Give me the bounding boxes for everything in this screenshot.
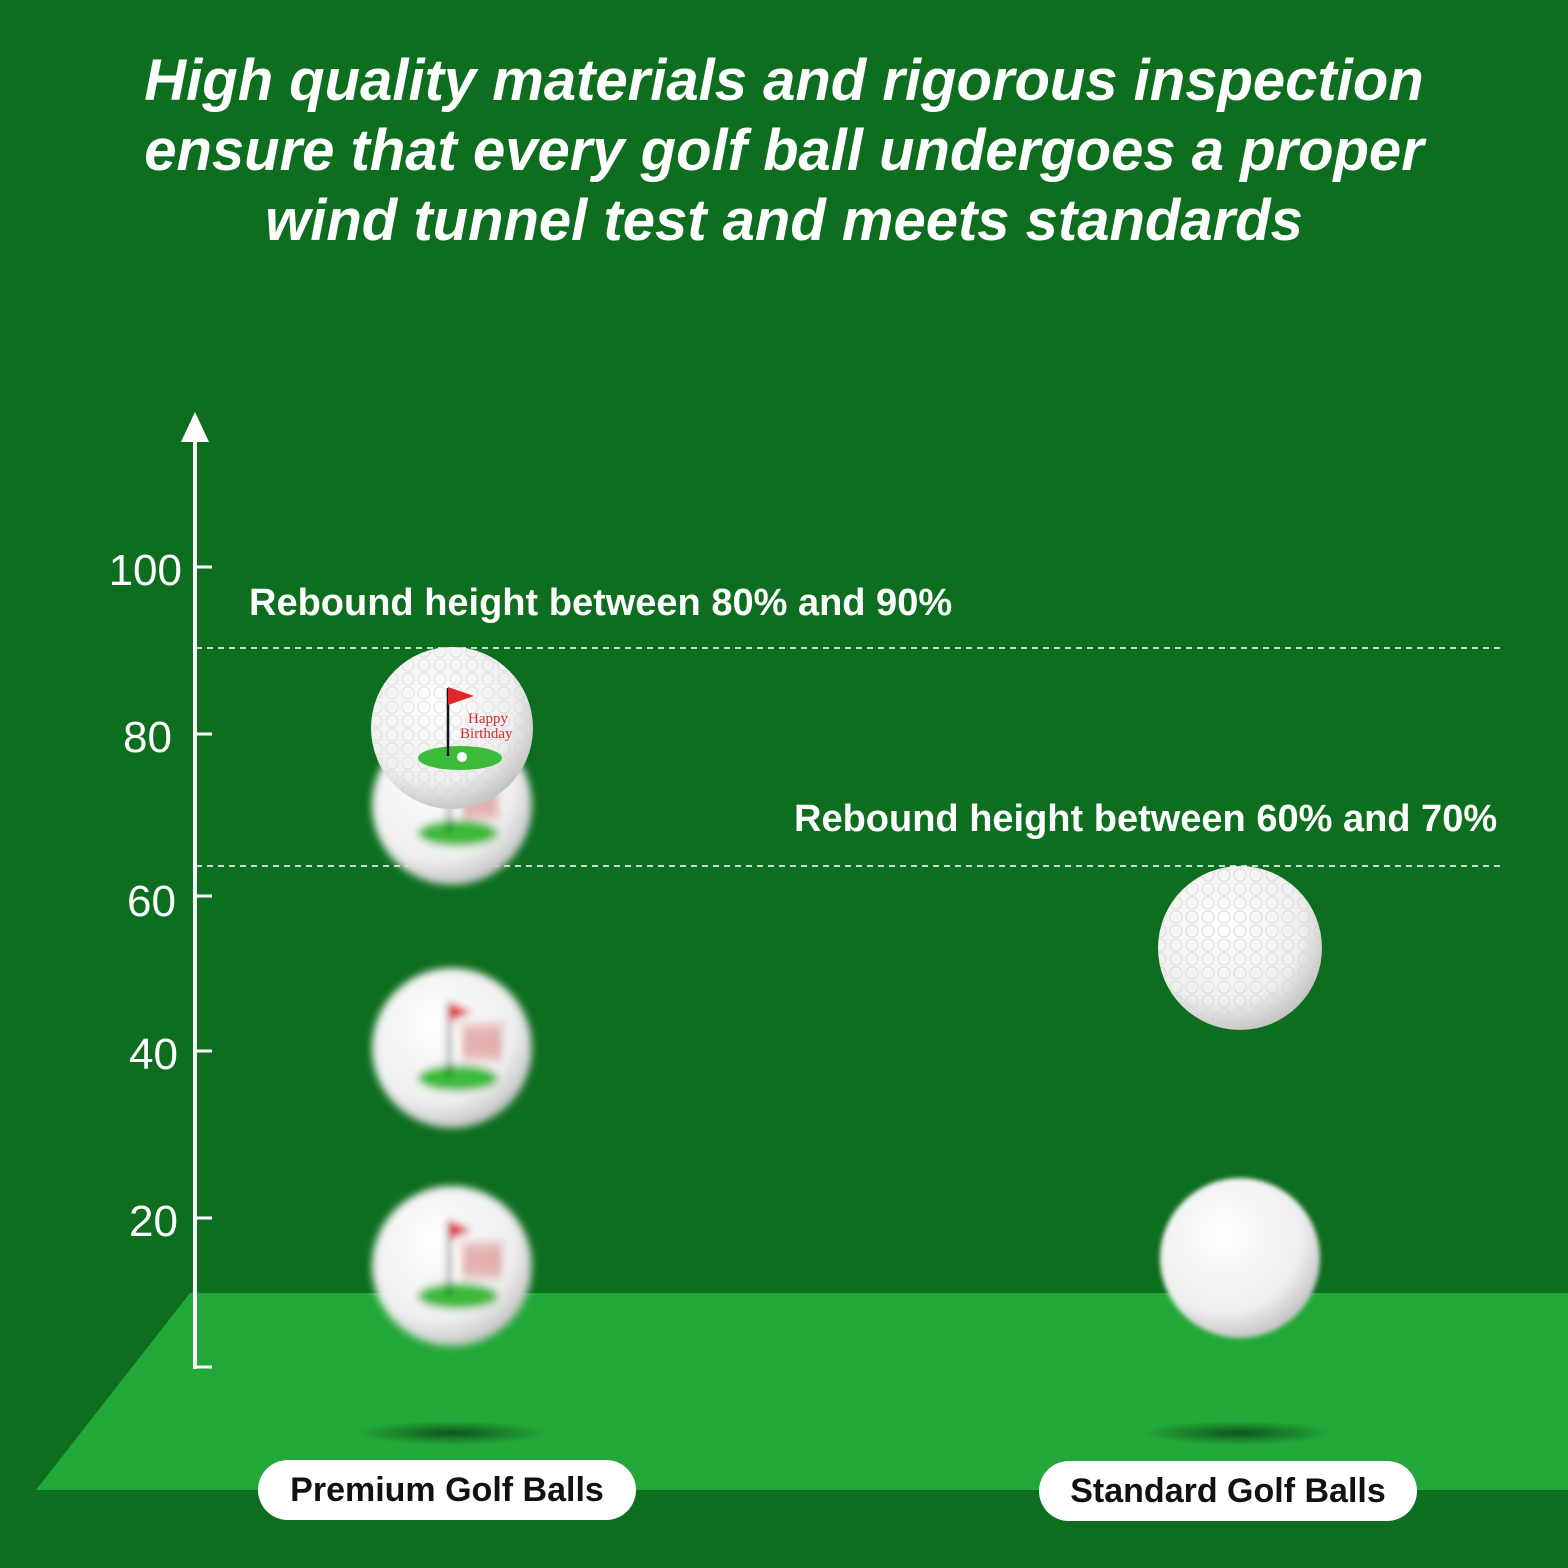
headline-line-3: wind tunnel test and meets standards xyxy=(265,188,1303,253)
tick-label-80: 80 xyxy=(123,713,172,762)
ball-shadow-premium xyxy=(357,1421,547,1445)
tick-label-40: 40 xyxy=(129,1030,178,1079)
headline-line-1: High quality materials and rigorous insp… xyxy=(144,48,1424,113)
headline-line-2: ensure that every golf ball undergoes a … xyxy=(144,118,1424,183)
golf-ball-icon xyxy=(372,1186,532,1346)
ball-print-line-1: Happy xyxy=(468,711,508,727)
ball-print-line-2: Birthday xyxy=(460,726,513,742)
golf-ball-icon: Happy Birthday xyxy=(371,647,533,809)
golf-ball-icon xyxy=(1160,1178,1320,1338)
golf-ball-icon xyxy=(372,968,532,1128)
headline: High quality materials and rigorous insp… xyxy=(60,46,1508,256)
flag-icon xyxy=(448,687,474,705)
ball-shadow-standard xyxy=(1143,1421,1333,1445)
tick-label-60: 60 xyxy=(127,877,176,926)
axis-arrow-icon xyxy=(181,412,209,442)
golf-ball-icon xyxy=(1158,866,1322,1030)
range-label-standard: Rebound height between 60% and 70% xyxy=(794,798,1497,840)
category-label-premium: Premium Golf Balls xyxy=(258,1460,636,1520)
range-label-premium: Rebound height between 80% and 90% xyxy=(249,582,952,624)
category-label-standard: Standard Golf Balls xyxy=(1039,1461,1417,1521)
tick-label-100: 100 xyxy=(109,546,182,595)
tick-label-20: 20 xyxy=(129,1197,178,1246)
y-axis: 100 80 60 40 20 xyxy=(109,412,212,1369)
